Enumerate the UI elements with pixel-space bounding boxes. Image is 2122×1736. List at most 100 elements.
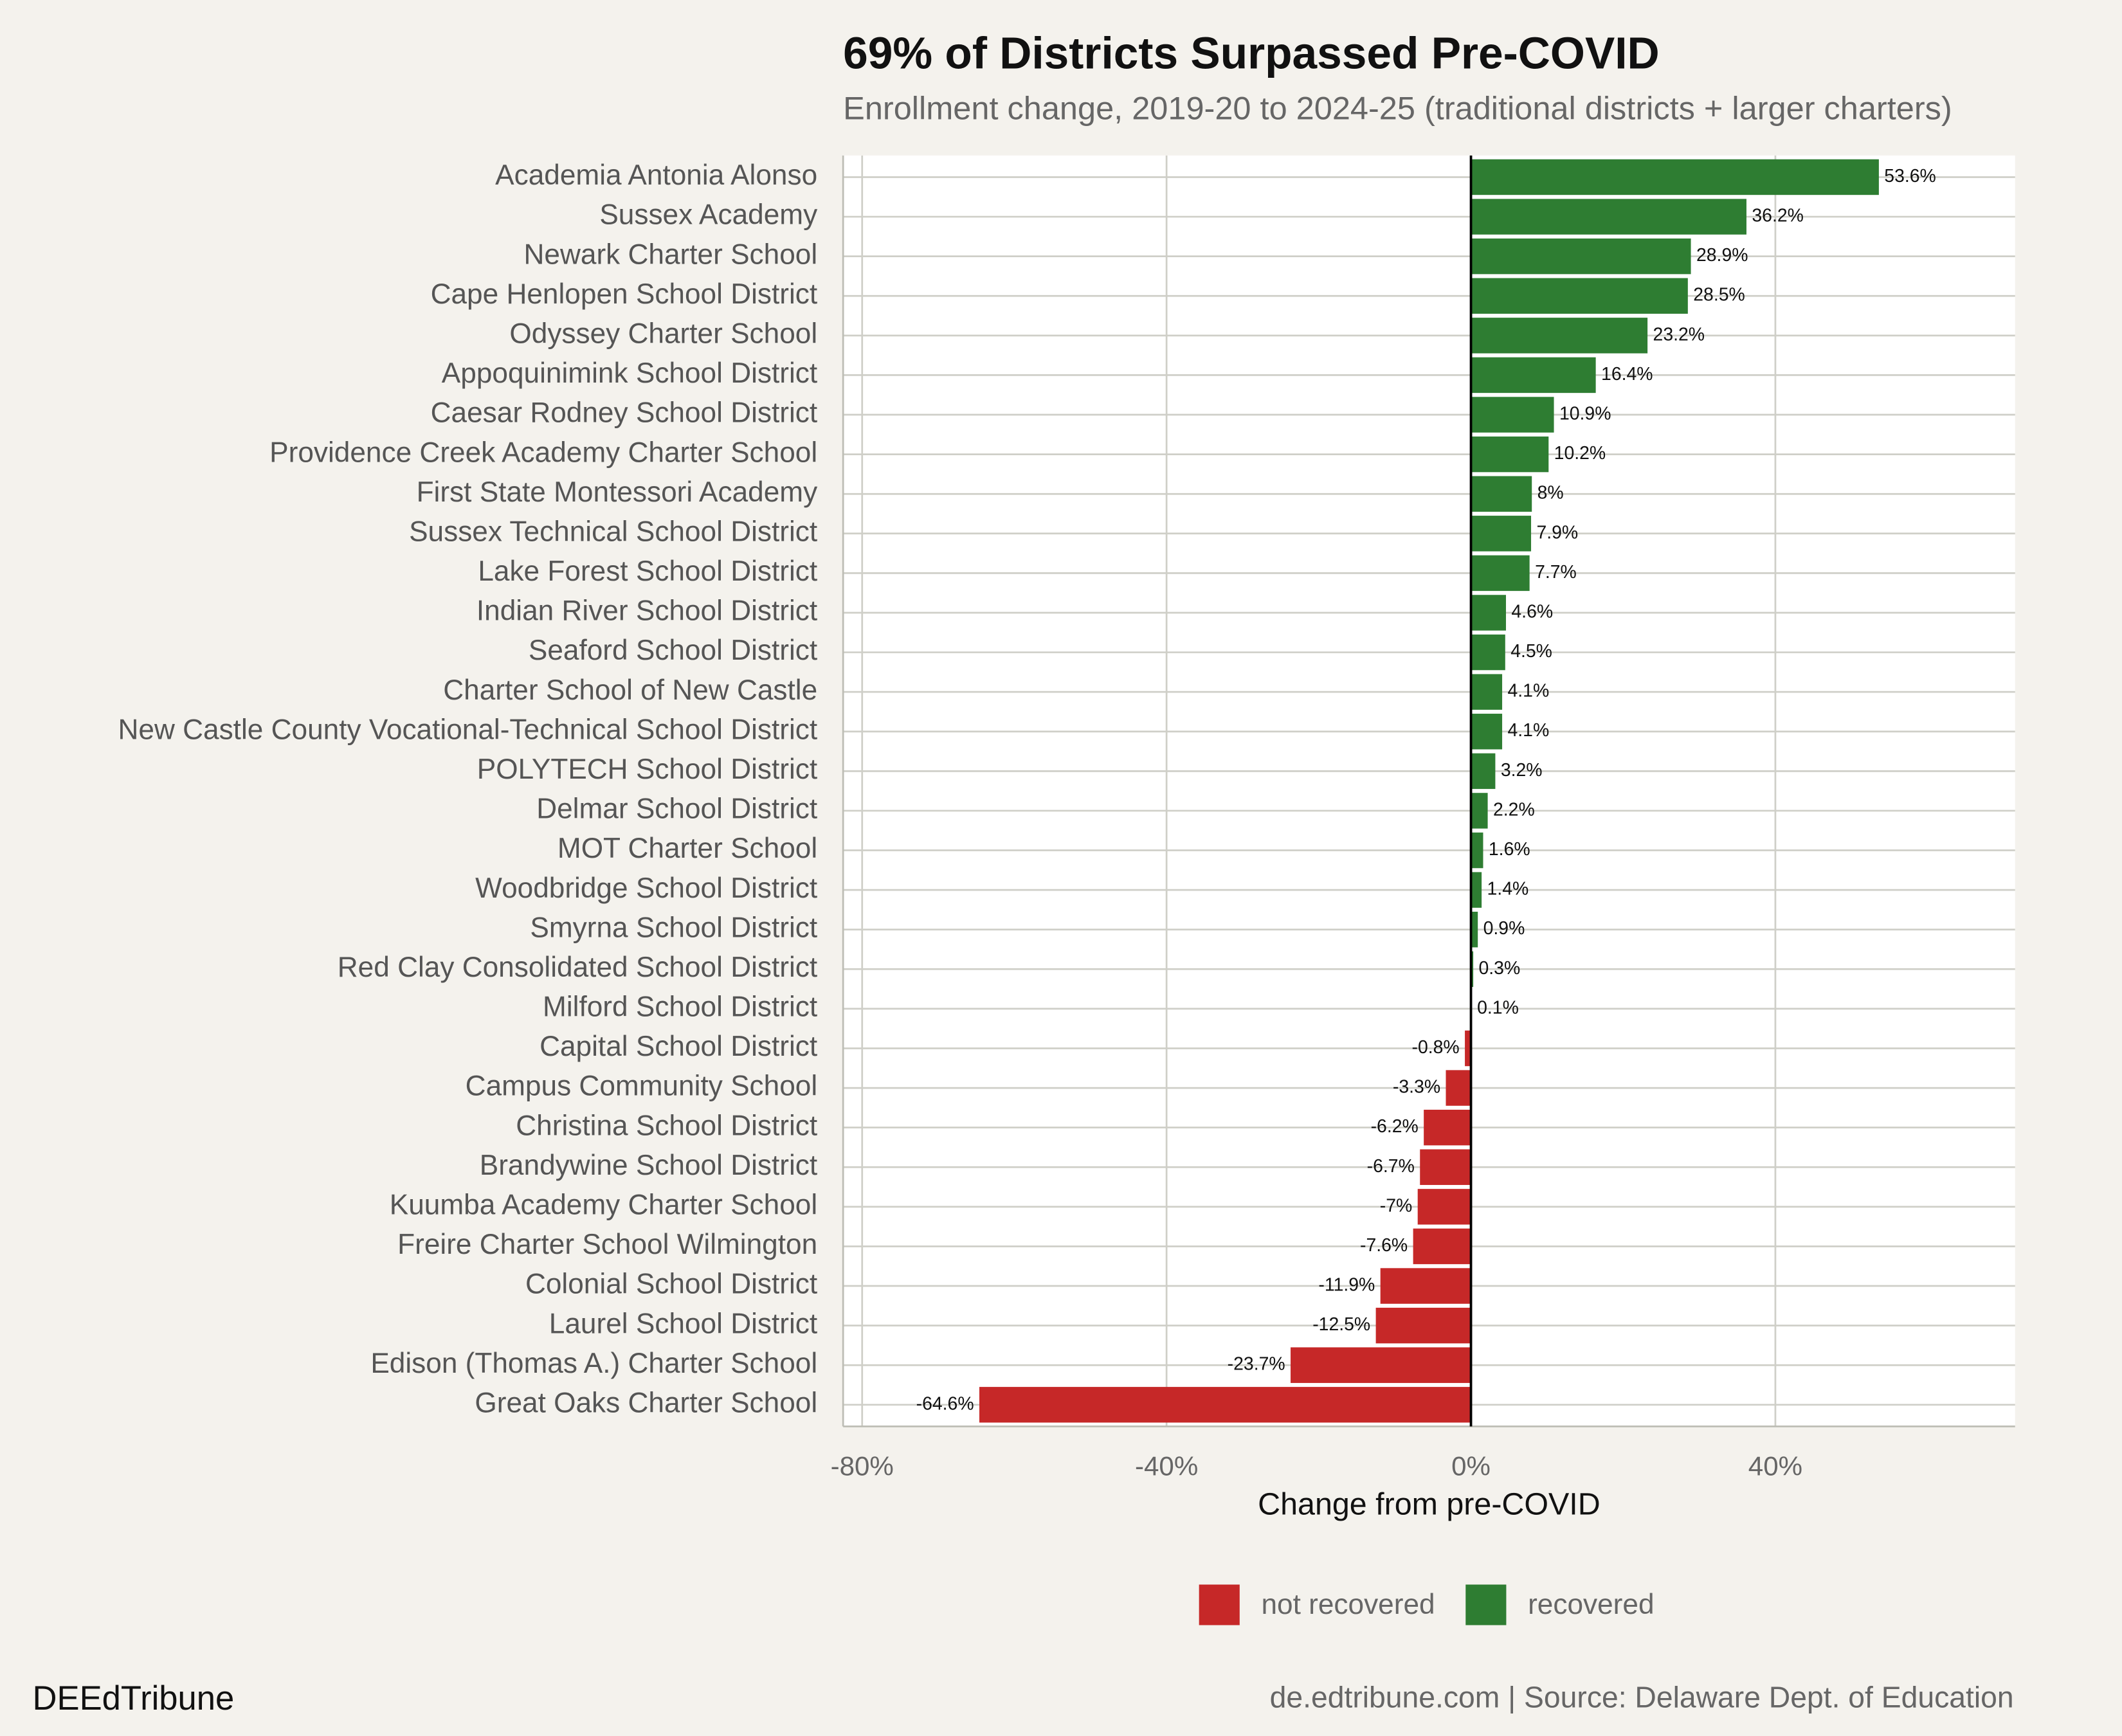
value-label: 7.7% xyxy=(1535,562,1577,583)
y-tick-label: Caesar Rodney School District xyxy=(431,397,818,429)
y-tick-label: Edison (Thomas A.) Charter School xyxy=(370,1348,817,1379)
y-tick-label: Freire Charter School Wilmington xyxy=(397,1229,817,1260)
bar xyxy=(1471,278,1688,314)
y-tick-label: Laurel School District xyxy=(549,1308,817,1339)
y-tick-label: Capital School District xyxy=(540,1031,817,1062)
bar xyxy=(1291,1347,1471,1383)
bar xyxy=(1471,436,1549,473)
bar xyxy=(1471,159,1879,195)
value-label: 28.5% xyxy=(1693,285,1745,305)
value-label: 4.1% xyxy=(1507,681,1549,701)
bar xyxy=(1465,1030,1471,1067)
bar xyxy=(1471,832,1483,869)
y-tick-label: Delmar School District xyxy=(536,793,817,825)
value-label: 53.6% xyxy=(1884,166,1936,186)
value-label: 4.6% xyxy=(1511,601,1553,622)
legend-label: not recovered xyxy=(1261,1589,1435,1620)
bar xyxy=(1471,753,1496,790)
y-tick-label: Providence Creek Academy Charter School xyxy=(269,437,817,468)
bar xyxy=(1380,1268,1471,1304)
y-tick-label: Cape Henlopen School District xyxy=(431,278,818,310)
value-label: 16.4% xyxy=(1601,364,1653,384)
value-label: 1.6% xyxy=(1489,839,1530,860)
y-tick-label: Kuumba Academy Charter School xyxy=(390,1189,817,1221)
y-tick-label: POLYTECH School District xyxy=(477,754,817,785)
x-tick-label: 0% xyxy=(1451,1451,1491,1481)
value-label: -0.8% xyxy=(1411,1037,1459,1058)
y-tick-label: MOT Charter School xyxy=(558,833,817,864)
legend-swatch xyxy=(1199,1584,1240,1625)
bar xyxy=(1471,793,1488,829)
bar xyxy=(1471,397,1554,433)
bar xyxy=(1471,555,1530,592)
y-tick-label: Christina School District xyxy=(516,1110,817,1141)
y-tick-label: Seaford School District xyxy=(529,635,817,666)
y-tick-label: Odyssey Charter School xyxy=(509,318,817,350)
y-tick-label: Great Oaks Charter School xyxy=(475,1387,817,1418)
y-tick-label: Milford School District xyxy=(543,991,817,1023)
y-tick-label: Indian River School District xyxy=(476,595,817,627)
bar xyxy=(1417,1189,1471,1225)
value-label: -7% xyxy=(1380,1195,1412,1216)
footer-brand: DEEdTribune xyxy=(33,1679,235,1717)
bar xyxy=(1420,1149,1471,1185)
y-tick-label: Lake Forest School District xyxy=(478,556,817,587)
y-tick-label: Brandywine School District xyxy=(480,1150,817,1181)
value-label: 8% xyxy=(1537,483,1564,503)
value-label: -6.7% xyxy=(1367,1156,1415,1177)
value-label: 10.9% xyxy=(1559,404,1611,424)
bar xyxy=(1471,674,1503,710)
value-label: 0.1% xyxy=(1477,997,1519,1018)
value-label: 23.2% xyxy=(1653,324,1705,345)
y-tick-label: Academia Antonia Alonso xyxy=(495,159,817,191)
bar xyxy=(1471,199,1746,235)
footer-source: de.edtribune.com | Source: Delaware Dept… xyxy=(1270,1680,2014,1713)
value-label: -12.5% xyxy=(1312,1314,1370,1335)
value-label: 4.5% xyxy=(1510,641,1552,662)
value-label: -7.6% xyxy=(1360,1235,1408,1256)
chart-title: 69% of Districts Surpassed Pre-COVID xyxy=(843,28,1660,78)
value-label: 1.4% xyxy=(1487,879,1529,900)
value-label: -3.3% xyxy=(1393,1077,1440,1098)
value-label: 4.1% xyxy=(1507,720,1549,741)
value-label: 36.2% xyxy=(1752,206,1804,226)
value-label: 2.2% xyxy=(1493,799,1535,820)
y-tick-label: Appoquinimink School District xyxy=(442,357,817,389)
y-tick-label: New Castle County Vocational-Technical S… xyxy=(118,714,817,745)
y-tick-label: Red Clay Consolidated School District xyxy=(338,952,817,983)
y-tick-label: Smyrna School District xyxy=(530,912,817,943)
bar xyxy=(1471,238,1691,275)
value-label: -23.7% xyxy=(1228,1354,1285,1375)
value-label: 7.9% xyxy=(1536,522,1578,543)
value-label: 0.9% xyxy=(1483,918,1525,939)
bar xyxy=(1446,1070,1471,1106)
x-tick-label: -40% xyxy=(1135,1451,1198,1481)
x-tick-label: -80% xyxy=(831,1451,894,1481)
bar xyxy=(1471,911,1478,948)
legend-label: recovered xyxy=(1528,1589,1654,1620)
bar xyxy=(1471,634,1505,671)
bar xyxy=(1471,595,1506,631)
bar xyxy=(1471,476,1532,512)
x-axis-title: Change from pre-COVID xyxy=(1258,1487,1601,1521)
y-tick-label: Newark Charter School xyxy=(524,239,818,270)
value-label: 3.2% xyxy=(1501,760,1543,781)
value-label: 28.9% xyxy=(1696,245,1748,266)
bar xyxy=(1471,872,1482,908)
chart-subtitle: Enrollment change, 2019-20 to 2024-25 (t… xyxy=(843,90,1952,127)
bar xyxy=(1375,1307,1471,1344)
y-tick-label: Campus Community School xyxy=(466,1071,817,1102)
y-tick-label: Charter School of New Castle xyxy=(443,674,817,706)
bar xyxy=(979,1387,1471,1423)
bar xyxy=(1413,1228,1471,1265)
y-tick-label: Colonial School District xyxy=(525,1269,817,1300)
value-label: -64.6% xyxy=(916,1393,974,1414)
bar xyxy=(1471,357,1596,393)
bar xyxy=(1424,1109,1471,1146)
value-label: -6.2% xyxy=(1371,1116,1419,1137)
y-tick-label: Sussex Academy xyxy=(599,199,817,231)
value-label: 10.2% xyxy=(1554,443,1606,464)
x-tick-label: 40% xyxy=(1748,1451,1802,1481)
bar xyxy=(1471,318,1648,354)
